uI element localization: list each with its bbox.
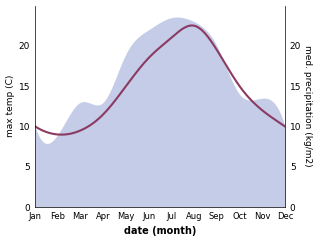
X-axis label: date (month): date (month) [124, 227, 196, 236]
Y-axis label: max temp (C): max temp (C) [5, 75, 15, 137]
Y-axis label: med. precipitation (kg/m2): med. precipitation (kg/m2) [303, 45, 313, 167]
